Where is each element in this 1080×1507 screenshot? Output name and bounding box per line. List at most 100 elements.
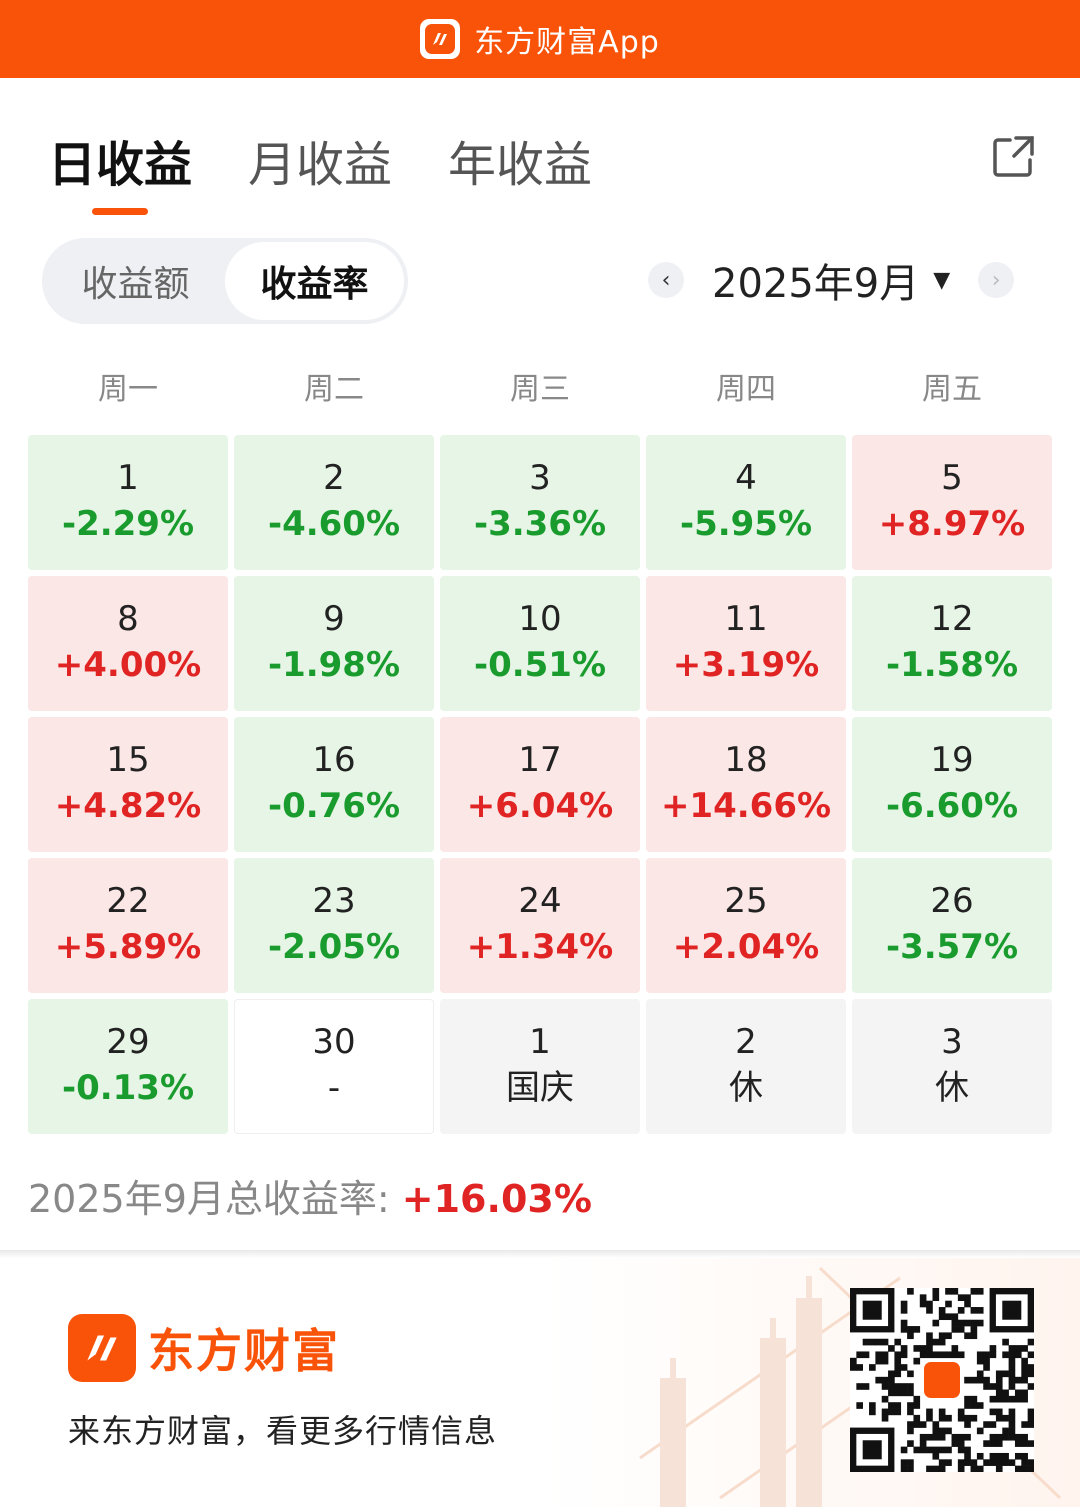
day-return: +14.66%	[660, 785, 832, 826]
weekday-label: 周三	[510, 372, 570, 407]
tab-yearly[interactable]: 年收益	[448, 137, 593, 193]
calendar-day-cell[interactable]: 12 -1.58%	[852, 576, 1052, 711]
day-number: 8	[117, 598, 139, 639]
day-return: -3.57%	[885, 926, 1019, 967]
day-return: +5.89%	[54, 926, 202, 967]
day-number: 3	[941, 1021, 963, 1062]
day-number: 12	[930, 598, 974, 639]
calendar-day-cell[interactable]: 17 +6.04%	[440, 717, 640, 852]
calendar-day-cell[interactable]: 1 -2.29%	[28, 435, 228, 570]
calendar-day-cell[interactable]: 9 -1.98%	[234, 576, 434, 711]
prev-month-button[interactable]: ‹	[648, 262, 684, 298]
day-return: -0.76%	[267, 785, 401, 826]
month-label[interactable]: 2025年9月	[712, 261, 920, 307]
next-month-button[interactable]: ›	[978, 262, 1015, 298]
calendar-day-cell[interactable]: 16 -0.76%	[234, 717, 434, 852]
day-number: 2	[735, 1021, 757, 1062]
day-number: 19	[930, 739, 974, 780]
weekday-header: 周一 周二 周三 周四 周五	[28, 364, 1052, 408]
day-number: 22	[106, 880, 150, 921]
day-return: -0.13%	[61, 1067, 195, 1108]
calendar-day-cell[interactable]: 15 +4.82%	[28, 717, 228, 852]
day-number: 10	[518, 598, 562, 639]
day-return: +2.04%	[672, 926, 820, 967]
weekday-label: 周二	[304, 372, 364, 407]
calendar-day-cell[interactable]: 26 -3.57%	[852, 858, 1052, 993]
calendar-day-cell[interactable]: 4 -5.95%	[646, 435, 846, 570]
calendar-day-cell[interactable]: 19 -6.60%	[852, 717, 1052, 852]
day-return: -0.51%	[473, 644, 607, 685]
day-number: 1	[529, 1021, 551, 1062]
footer-brand-name: 东方财富	[148, 1324, 340, 1378]
day-return: +6.04%	[466, 785, 614, 826]
day-return: 国庆	[506, 1067, 574, 1108]
calendar-day-cell[interactable]: 23 -2.05%	[234, 858, 434, 993]
weekday-label: 周四	[716, 372, 776, 407]
app-title: 东方财富App	[474, 25, 660, 60]
calendar-day-cell[interactable]: 11 +3.19%	[646, 576, 846, 711]
day-number: 26	[930, 880, 974, 921]
day-number: 5	[941, 457, 963, 498]
share-icon[interactable]	[990, 132, 1038, 180]
total-value: +16.03%	[401, 1177, 592, 1221]
app-logo-icon	[420, 19, 461, 59]
calendar-day-cell[interactable]: 10 -0.51%	[440, 576, 640, 711]
day-return: +4.00%	[54, 644, 202, 685]
day-number: 1	[117, 457, 139, 498]
weekday-label: 周一	[98, 372, 158, 407]
segment-amount[interactable]: 收益额	[81, 264, 190, 305]
qr-code[interactable]	[850, 1288, 1034, 1472]
divider	[0, 1250, 1080, 1258]
period-tabs: 日收益 月收益 年收益	[48, 125, 648, 195]
day-return: 休	[729, 1067, 763, 1108]
calendar-day-cell[interactable]: 22 +5.89%	[28, 858, 228, 993]
day-return: -2.05%	[267, 926, 401, 967]
calendar-day-cell[interactable]: 25 +2.04%	[646, 858, 846, 993]
day-number: 16	[312, 739, 356, 780]
weekday-label: 周五	[922, 372, 982, 407]
calendar-grid: 1 -2.29% 2 -4.60% 3 -3.36% 4 -5.95% 5 +8.97% 8 +4.0…	[28, 435, 1052, 1134]
tab-daily[interactable]: 日收益	[48, 125, 192, 195]
footer-slogan: 来东方财富，看更多行情信息	[68, 1412, 498, 1450]
calendar-day-cell[interactable]: 2 -4.60%	[234, 435, 434, 570]
calendar-day-cell[interactable]: 24 +1.34%	[440, 858, 640, 993]
footer-brand: 东方财富	[68, 1314, 340, 1382]
tab-monthly[interactable]: 月收益	[248, 137, 393, 193]
calendar-day-cell[interactable]: 29 -0.13%	[28, 999, 228, 1134]
day-return: -6.60%	[885, 785, 1019, 826]
day-return: -1.58%	[885, 644, 1019, 685]
day-number: 30	[312, 1021, 356, 1062]
day-number: 15	[106, 739, 150, 780]
month-picker: ‹ 2025年9月 ▼ ›	[648, 255, 1015, 307]
day-return: +4.82%	[54, 785, 202, 826]
day-return: -	[327, 1067, 341, 1108]
chevron-down-icon[interactable]: ▼	[933, 267, 951, 293]
day-return: -1.98%	[267, 644, 401, 685]
calendar-day-cell[interactable]: 8 +4.00%	[28, 576, 228, 711]
total-label: 2025年9月总收益率:	[28, 1177, 402, 1221]
day-return: +3.19%	[672, 644, 820, 685]
segment-rate[interactable]: 收益率	[225, 242, 404, 320]
day-number: 11	[724, 598, 768, 639]
day-number: 29	[106, 1021, 150, 1062]
day-number: 2	[323, 457, 345, 498]
day-number: 4	[735, 457, 757, 498]
day-return: -5.95%	[679, 503, 813, 544]
calendar-day-cell[interactable]: 5 +8.97%	[852, 435, 1052, 570]
calendar-day-cell[interactable]: 18 +14.66%	[646, 717, 846, 852]
day-return: -4.60%	[267, 503, 401, 544]
day-number: 17	[518, 739, 562, 780]
eastmoney-logo-icon	[68, 1314, 136, 1382]
day-number: 9	[323, 598, 345, 639]
day-number: 24	[518, 880, 562, 921]
calendar-day-cell[interactable]: 30 -	[234, 999, 434, 1134]
day-return: +1.34%	[466, 926, 614, 967]
calendar-day-cell[interactable]: 3 -3.36%	[440, 435, 640, 570]
day-return: -3.36%	[473, 503, 607, 544]
monthly-total: 2025年9月总收益率: +16.03%	[28, 1168, 592, 1223]
day-return: -2.29%	[61, 503, 195, 544]
calendar-day-cell[interactable]: 1 国庆	[440, 999, 640, 1134]
app-header: 东方财富App	[0, 0, 1080, 78]
